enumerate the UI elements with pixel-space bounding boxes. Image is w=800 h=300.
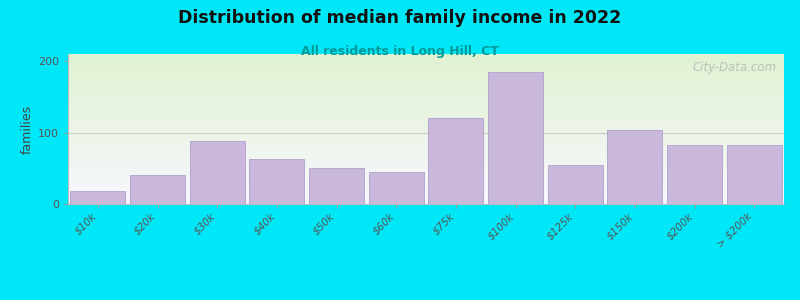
Bar [190, 141, 245, 204]
Bar [548, 165, 602, 204]
Bar [488, 72, 543, 204]
Bar [369, 172, 424, 204]
Bar [70, 191, 126, 204]
Bar [428, 118, 483, 204]
Bar [309, 168, 364, 204]
Text: City-Data.com: City-Data.com [693, 61, 777, 74]
Bar [250, 159, 304, 204]
Bar [130, 176, 185, 204]
Text: All residents in Long Hill, CT: All residents in Long Hill, CT [301, 45, 499, 58]
Bar [607, 130, 662, 204]
Y-axis label: families: families [21, 104, 34, 154]
Text: Distribution of median family income in 2022: Distribution of median family income in … [178, 9, 622, 27]
Bar [726, 145, 782, 204]
Bar [667, 145, 722, 204]
